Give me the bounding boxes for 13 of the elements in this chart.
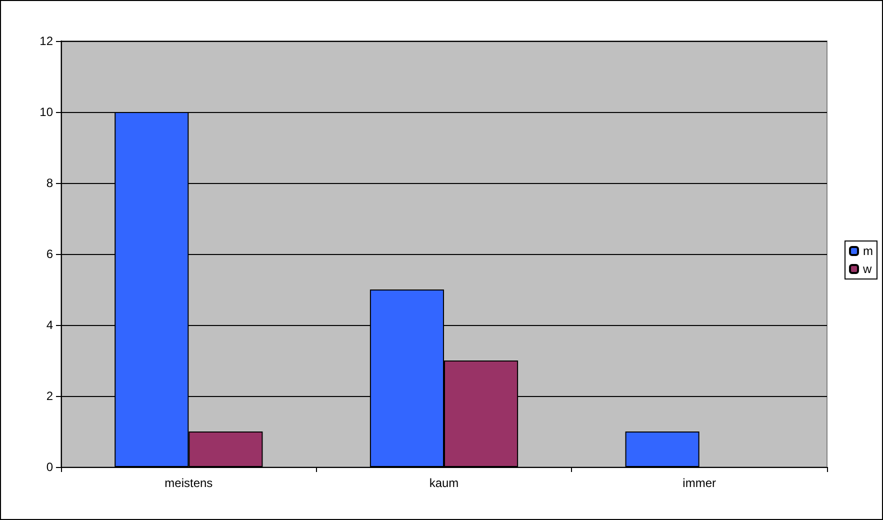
y-tick-label: 12: [40, 34, 54, 48]
x-tick-label: immer: [682, 476, 716, 490]
y-tick-label: 6: [46, 247, 54, 261]
y-tick-label: 0: [46, 460, 54, 474]
y-tick-label: 10: [40, 105, 54, 119]
x-tick-label: kaum: [429, 476, 459, 490]
legend-label: w: [862, 262, 872, 276]
bar: [625, 432, 700, 467]
legend-label: m: [863, 244, 874, 258]
y-tick-label: 8: [46, 176, 54, 190]
x-tick-label: meistens: [164, 476, 213, 490]
y-tick-label: 4: [46, 318, 54, 332]
y-tick-label: 2: [46, 389, 54, 403]
